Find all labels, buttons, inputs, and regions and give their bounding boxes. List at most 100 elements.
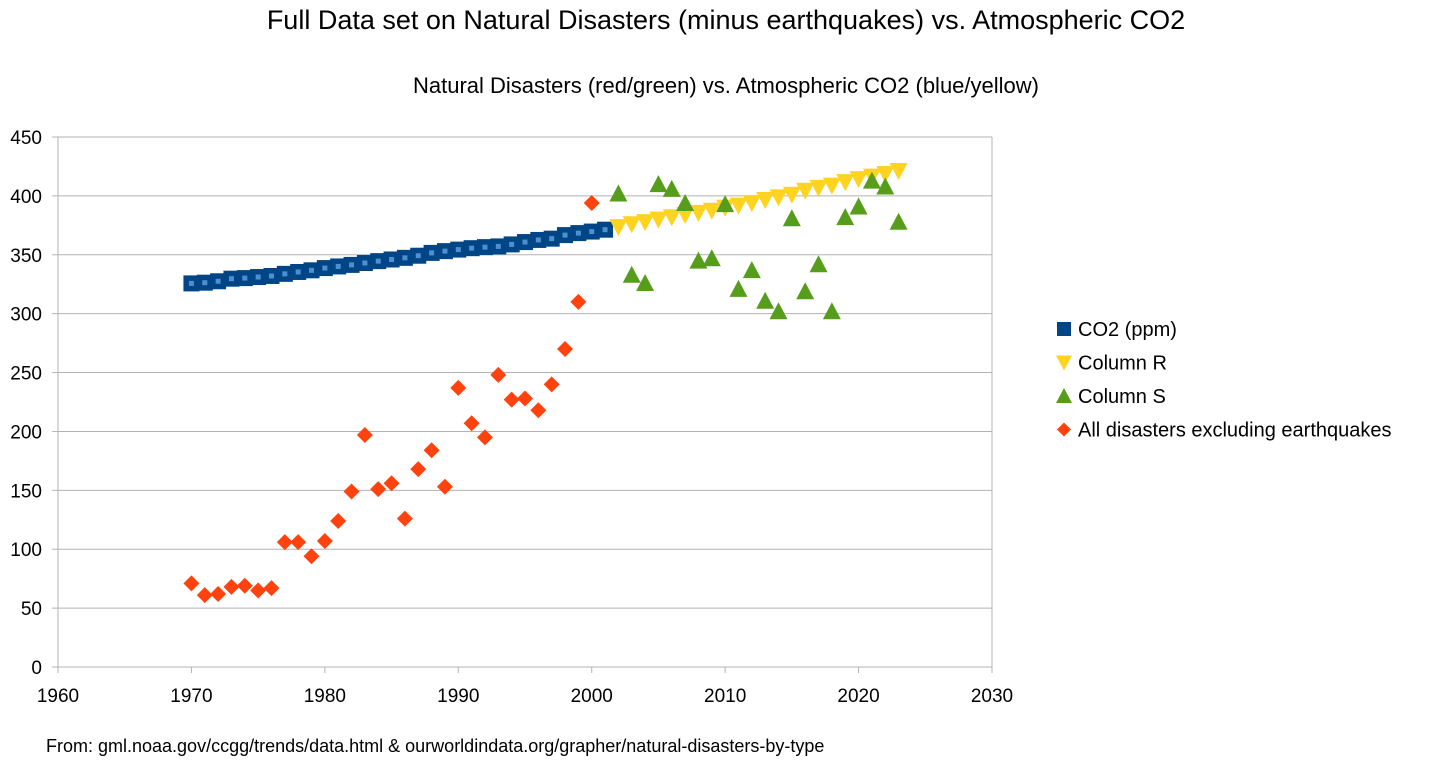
column-r-point	[742, 195, 761, 213]
co2-points	[183, 221, 614, 292]
disaster-point	[396, 510, 413, 527]
legend-swatch-co2	[1057, 322, 1071, 336]
column-s-point	[782, 209, 801, 227]
disaster-point	[383, 475, 400, 492]
x-tick-label: 2010	[704, 686, 746, 707]
co2-point-highlight	[549, 236, 555, 242]
co2-point-highlight	[442, 248, 448, 254]
disaster-point	[570, 293, 587, 310]
co2-point-highlight	[522, 239, 528, 245]
y-tick-label: 0	[31, 658, 42, 679]
column-r-point	[676, 206, 695, 224]
co2-point-highlight	[188, 280, 194, 286]
y-tick-labels: 0 50 100 150 200 250 300 350 400 450	[10, 128, 42, 679]
disaster-point	[463, 415, 480, 432]
co2-point-highlight	[575, 230, 581, 236]
column-s-point	[716, 195, 735, 213]
column-s-point	[702, 249, 721, 267]
disaster-point	[276, 534, 293, 551]
legend-swatch-disasters	[1057, 422, 1071, 437]
co2-point-highlight	[282, 271, 288, 277]
column-s-point	[769, 302, 788, 320]
column-s-point	[742, 261, 761, 279]
disaster-point	[490, 366, 507, 383]
co2-point-highlight	[255, 274, 261, 280]
column-r-point	[836, 174, 855, 192]
co2-point-highlight	[228, 276, 234, 282]
column-s-point	[836, 208, 855, 226]
disaster-point	[236, 577, 253, 594]
column-s-point	[889, 212, 908, 230]
column-s-point	[862, 171, 881, 189]
y-tick-label: 450	[10, 128, 42, 149]
co2-point-highlight	[455, 247, 461, 253]
legend-item: All disasters excluding earthquakes	[1057, 420, 1392, 442]
legend-swatch-column-r	[1056, 355, 1072, 371]
disaster-point	[423, 442, 440, 459]
column-r-point	[809, 179, 828, 197]
y-tick-label: 350	[10, 246, 42, 267]
column-r-point	[822, 177, 841, 195]
x-tick-label: 1980	[304, 686, 346, 707]
co2-point-highlight	[535, 237, 541, 243]
disaster-point	[517, 390, 533, 407]
column-s-point	[822, 302, 841, 320]
disaster-point	[210, 585, 227, 602]
co2-point-highlight	[242, 275, 248, 281]
x-tick-label: 2000	[571, 686, 613, 707]
column-r-point	[849, 171, 868, 189]
x-tick-label: 1990	[437, 686, 479, 707]
disaster-point	[316, 532, 333, 549]
column-s-point	[809, 255, 828, 273]
co2-point-highlight	[509, 241, 515, 247]
disaster-point	[583, 194, 600, 211]
co2-point-highlight	[389, 256, 395, 262]
y-tick-label: 200	[10, 422, 42, 443]
co2-point-highlight	[495, 243, 501, 249]
co2-point-highlight	[335, 263, 341, 269]
column-s-point	[622, 265, 641, 283]
disaster-point	[250, 582, 267, 599]
disaster-point	[330, 512, 347, 529]
x-tick-label: 1970	[170, 686, 212, 707]
disaster-point	[557, 341, 574, 357]
legend-item: Column R	[1056, 353, 1167, 375]
disaster-point	[263, 580, 280, 597]
column-r-point	[702, 202, 721, 220]
x-tick-label: 2030	[971, 686, 1013, 707]
co2-point-highlight	[602, 227, 608, 233]
column-r-point	[769, 189, 788, 207]
disaster-point	[476, 429, 493, 446]
disaster-point	[303, 548, 320, 565]
legend-item: Column S	[1056, 386, 1166, 408]
co2-point-highlight	[415, 253, 421, 259]
y-tick-label: 50	[21, 599, 42, 620]
disaster-point	[370, 481, 387, 498]
data-points	[183, 163, 908, 604]
disaster-point	[183, 575, 200, 592]
x-tick-label: 1960	[37, 686, 79, 707]
column-s-point	[676, 193, 695, 211]
column-r-points	[609, 163, 908, 237]
column-r-point	[756, 192, 775, 210]
column-r-point	[782, 186, 801, 204]
axes	[52, 136, 993, 673]
column-r-point	[729, 197, 748, 215]
disaster-point	[343, 483, 360, 500]
co2-point-highlight	[322, 265, 328, 271]
legend: CO2 (ppm) Column R Column S All disasters e…	[1056, 319, 1392, 442]
column-s-point	[636, 274, 655, 292]
co2-point-highlight	[482, 244, 488, 250]
column-s-point	[876, 177, 895, 195]
disaster-point	[436, 478, 453, 495]
column-s-point	[796, 282, 815, 300]
disaster-point	[503, 391, 520, 408]
disaster-points	[183, 194, 600, 604]
gridlines	[58, 136, 992, 668]
column-s-point	[756, 291, 775, 309]
co2-point-highlight	[215, 278, 221, 284]
co2-point-highlight	[202, 280, 208, 286]
column-s-point	[729, 279, 748, 297]
column-r-point	[662, 209, 681, 227]
x-tick-label: 2020	[837, 686, 879, 707]
